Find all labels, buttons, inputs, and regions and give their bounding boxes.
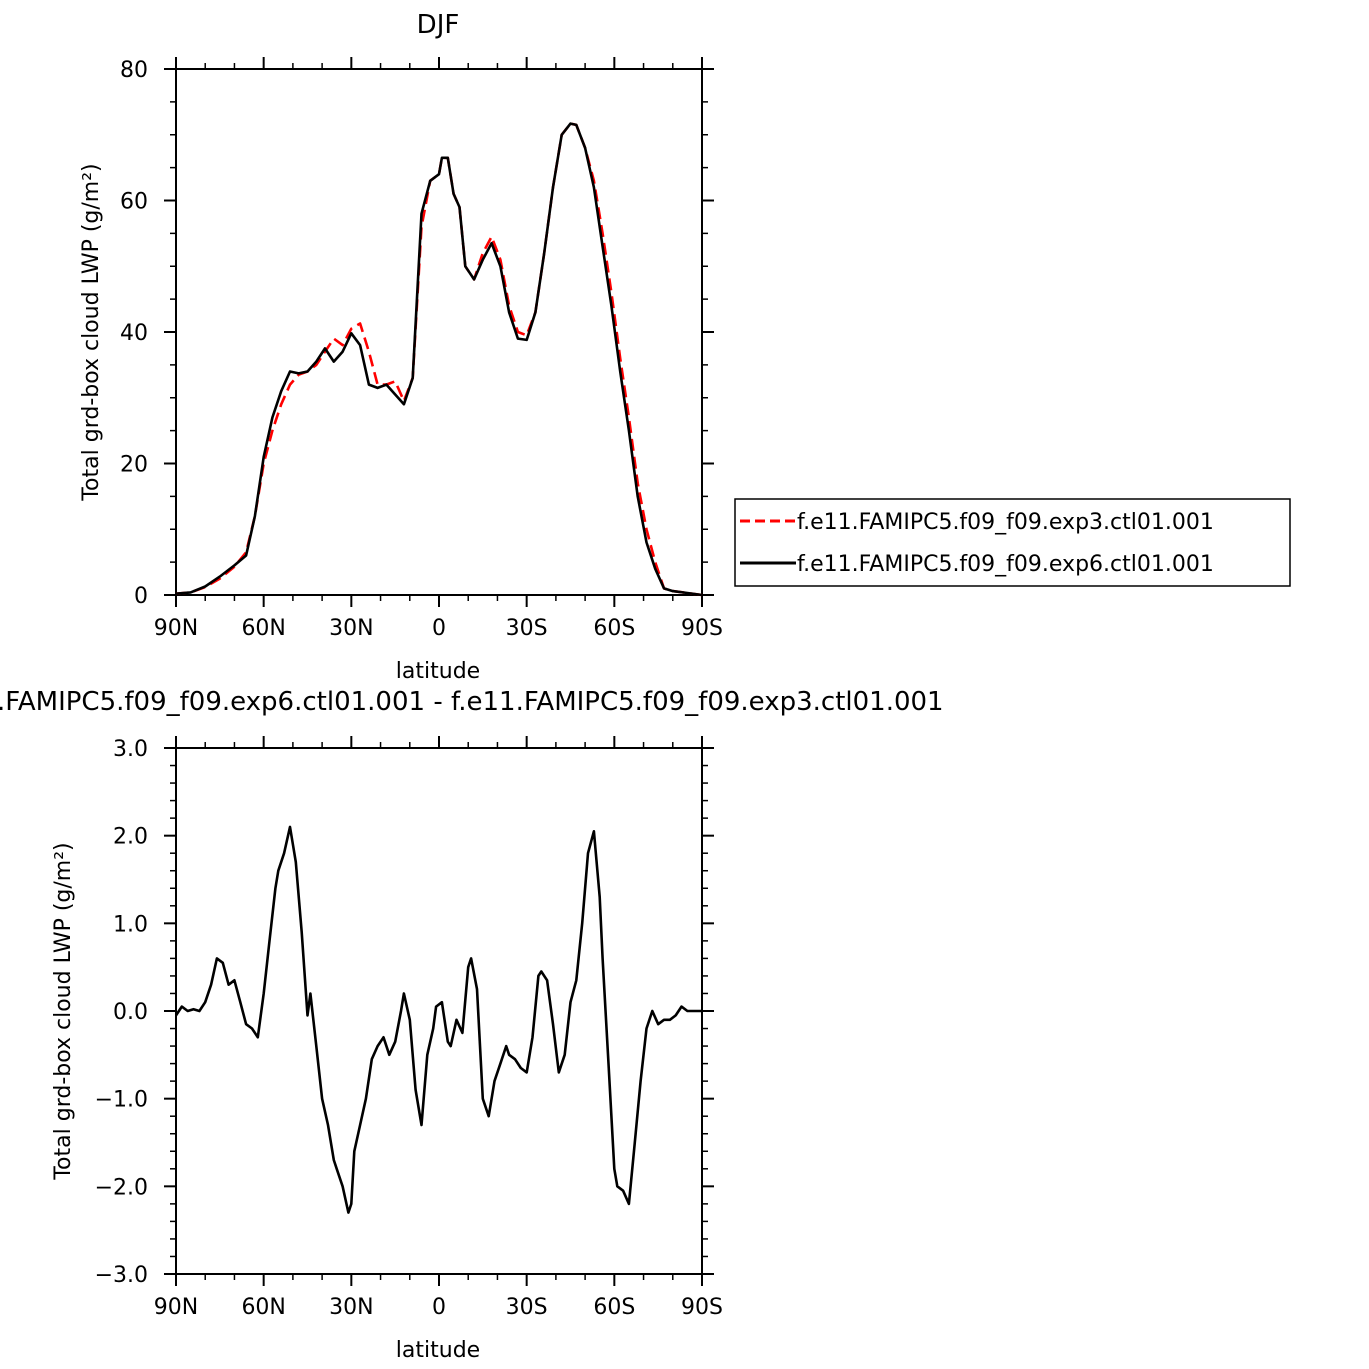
- y-tick-label: 20: [120, 453, 148, 478]
- top-series-line-0: [175, 122, 703, 597]
- top-chart-title: DJF: [417, 10, 460, 40]
- x-tick-label: 90N: [154, 1295, 198, 1320]
- x-tick-label: 90N: [154, 616, 198, 641]
- bottom-x-axis-label: latitude: [396, 1338, 480, 1363]
- y-tick-label: 40: [120, 321, 148, 346]
- y-tick-label: −3.0: [95, 1263, 148, 1288]
- y-tick-label: 1.0: [113, 912, 148, 937]
- y-tick-label: 2.0: [113, 825, 148, 850]
- y-tick-label: 60: [120, 190, 148, 215]
- bottom-chart: f.e11.FAMIPC5.f09_f09.exp6.ctl01.001 - f…: [0, 687, 944, 1363]
- x-tick-label: 90S: [681, 1295, 723, 1320]
- x-tick-label: 90S: [681, 616, 723, 641]
- x-tick-label: 60N: [241, 616, 285, 641]
- top-series-lines: [175, 122, 703, 597]
- top-y-axis-label: Total grd-box cloud LWP (g/m²): [79, 163, 104, 501]
- top-axis-ticks: 90N 60N 30N 0 30S 60S 90S 0 20 40 60 80: [120, 57, 723, 641]
- x-tick-label: 30N: [329, 616, 373, 641]
- legend: f.e11.FAMIPC5.f09_f09.exp3.ctl01.001 f.e…: [734, 498, 1291, 587]
- x-tick-label: 60S: [593, 1295, 635, 1320]
- x-tick-label: 0: [432, 1295, 446, 1320]
- top-series-line-1: [175, 122, 703, 597]
- bottom-axis-ticks: 90N 60N 30N 0 30S 60S 90S −3.0 −2.0 −1.0 0.0 1.0 2.0…: [95, 736, 723, 1320]
- x-tick-label: 0: [432, 616, 446, 641]
- y-tick-label: 3.0: [113, 737, 148, 762]
- legend-entry-exp3: f.e11.FAMIPC5.f09_f09.exp3.ctl01.001: [797, 510, 1214, 535]
- bottom-plot-frame: [175, 747, 703, 1275]
- y-tick-label: 0.0: [113, 1000, 148, 1025]
- top-x-axis-label: latitude: [396, 659, 480, 684]
- y-tick-label: 80: [120, 58, 148, 83]
- bottom-y-axis-label: Total grd-box cloud LWP (g/m²): [51, 842, 76, 1180]
- x-tick-label: 30S: [506, 616, 548, 641]
- legend-box: [734, 498, 1291, 587]
- bottom-chart-title: f.e11.FAMIPC5.f09_f09.exp6.ctl01.001 - f…: [0, 687, 944, 717]
- y-tick-label: −1.0: [95, 1088, 148, 1113]
- legend-entry-exp6: f.e11.FAMIPC5.f09_f09.exp6.ctl01.001: [797, 552, 1214, 577]
- bottom-series-line-0: [174, 825, 702, 1214]
- top-chart: DJF 90N 60N 30N 0 30S 60S 90S 0 20 40 60 80 latitud…: [79, 10, 1291, 684]
- x-tick-label: 30S: [506, 1295, 548, 1320]
- bottom-series-lines: [174, 825, 702, 1214]
- y-tick-label: −2.0: [95, 1175, 148, 1200]
- y-tick-label: 0: [134, 584, 148, 609]
- x-tick-label: 60N: [241, 1295, 285, 1320]
- x-tick-label: 30N: [329, 1295, 373, 1320]
- x-tick-label: 60S: [593, 616, 635, 641]
